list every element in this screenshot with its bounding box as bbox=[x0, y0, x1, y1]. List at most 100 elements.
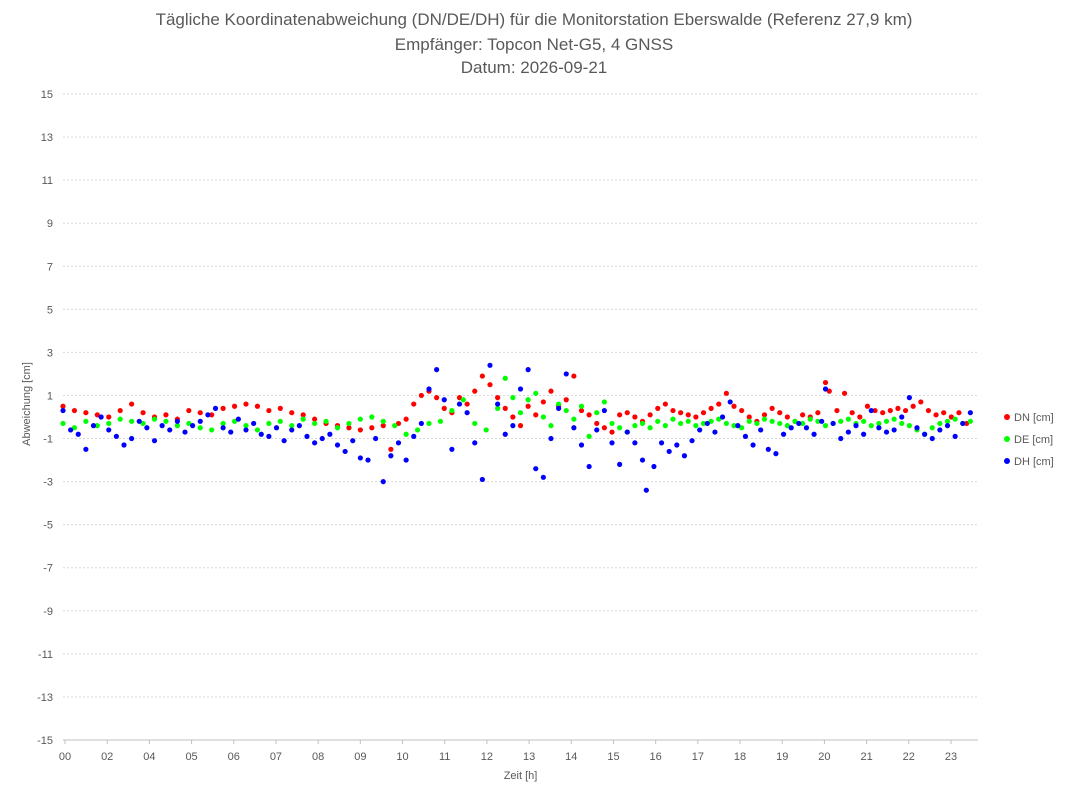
data-point-dh bbox=[456, 401, 463, 407]
data-point-dn bbox=[948, 414, 954, 420]
data-point-dn bbox=[411, 401, 417, 407]
data-point-dh bbox=[212, 405, 219, 411]
y-tick-label: 7 bbox=[47, 261, 53, 273]
data-point-dn bbox=[822, 379, 829, 386]
data-point-de bbox=[209, 427, 215, 433]
data-point-dh bbox=[929, 435, 935, 442]
data-point-dh bbox=[548, 435, 554, 442]
data-point-de bbox=[952, 416, 958, 422]
x-tick-label: 19 bbox=[776, 751, 788, 763]
data-point-de bbox=[777, 420, 783, 427]
data-point-dn bbox=[716, 401, 722, 407]
data-point-de bbox=[548, 423, 554, 429]
data-point-dn bbox=[761, 412, 768, 418]
data-point-dh bbox=[243, 427, 249, 433]
data-point-dh bbox=[914, 425, 920, 431]
x-tick-label: 21 bbox=[860, 751, 872, 763]
data-point-dn bbox=[129, 401, 135, 407]
data-point-dn bbox=[746, 414, 752, 420]
data-point-dh bbox=[289, 427, 295, 433]
data-point-dn bbox=[548, 388, 554, 394]
data-point-dn bbox=[800, 412, 806, 418]
data-point-dn bbox=[533, 412, 539, 418]
data-point-de bbox=[899, 420, 905, 427]
x-tick-label: 15 bbox=[607, 751, 619, 763]
data-point-de bbox=[437, 418, 444, 424]
data-point-dh bbox=[182, 429, 188, 435]
data-point-de bbox=[556, 401, 562, 407]
data-point-dn bbox=[880, 410, 886, 416]
x-tick-label: 23 bbox=[945, 751, 957, 763]
data-point-dn bbox=[117, 407, 123, 414]
data-point-de bbox=[312, 420, 318, 427]
data-point-dh bbox=[129, 435, 135, 442]
legend-label: DE [cm] bbox=[1014, 434, 1053, 446]
y-tick-label: -5 bbox=[43, 520, 53, 532]
data-point-dn bbox=[388, 446, 394, 452]
data-point-dh bbox=[281, 438, 287, 444]
y-tick-label: 3 bbox=[47, 347, 53, 359]
y-tick-label: -9 bbox=[43, 606, 53, 618]
data-point-dn bbox=[472, 388, 478, 394]
data-point-de bbox=[944, 418, 951, 424]
y-tick-label: -3 bbox=[43, 477, 53, 489]
data-point-dh bbox=[742, 433, 749, 439]
data-point-de bbox=[769, 418, 775, 424]
data-point-de bbox=[186, 420, 192, 427]
data-point-dh bbox=[68, 427, 74, 433]
data-point-dh bbox=[822, 386, 829, 392]
x-tick-label: 06 bbox=[228, 751, 240, 763]
data-point-dh bbox=[845, 429, 851, 435]
data-point-dn bbox=[83, 410, 89, 416]
data-point-dn bbox=[918, 399, 924, 405]
data-point-dh bbox=[643, 487, 649, 493]
data-point-dn bbox=[655, 405, 661, 411]
x-tick-label: 02 bbox=[101, 751, 113, 763]
data-point-dn bbox=[502, 405, 508, 411]
data-point-de bbox=[60, 420, 66, 427]
data-point-dh bbox=[861, 431, 867, 437]
data-point-dn bbox=[220, 405, 226, 411]
data-point-dn bbox=[708, 405, 714, 411]
data-point-de bbox=[678, 420, 684, 427]
data-point-de bbox=[540, 414, 546, 420]
data-point-dh bbox=[632, 440, 638, 446]
data-point-de bbox=[700, 420, 707, 427]
data-point-dn bbox=[487, 382, 493, 388]
data-point-dh bbox=[449, 446, 455, 452]
data-point-dh bbox=[403, 457, 409, 463]
data-point-de bbox=[323, 418, 329, 424]
data-point-dh bbox=[765, 446, 771, 452]
data-point-dh bbox=[586, 463, 592, 470]
data-point-de bbox=[449, 407, 455, 414]
x-tick-label: 13 bbox=[523, 751, 535, 763]
data-point-de bbox=[937, 420, 943, 427]
data-point-de bbox=[174, 423, 180, 429]
data-point-dn bbox=[517, 423, 524, 429]
x-tick-label: 20 bbox=[818, 751, 830, 763]
data-point-dh bbox=[510, 423, 516, 429]
data-point-dh bbox=[235, 416, 241, 422]
legend-label: DN [cm] bbox=[1014, 412, 1054, 424]
data-point-dh bbox=[899, 414, 905, 420]
data-point-dn bbox=[624, 410, 630, 416]
data-point-de bbox=[731, 423, 737, 429]
data-point-dn bbox=[540, 399, 546, 405]
data-point-dh bbox=[167, 427, 173, 433]
data-point-dn bbox=[872, 407, 878, 414]
data-point-dn bbox=[106, 414, 112, 420]
data-point-dn bbox=[456, 395, 463, 401]
chart-title: Tägliche Koordinatenabweichung (DN/DE/DH… bbox=[155, 10, 913, 29]
data-point-de bbox=[693, 423, 699, 429]
data-point-dh bbox=[266, 433, 272, 439]
x-tick-label: 05 bbox=[185, 751, 197, 763]
data-point-de bbox=[906, 423, 912, 429]
data-point-dn bbox=[963, 420, 970, 427]
data-point-dn bbox=[857, 414, 863, 420]
data-point-de bbox=[685, 418, 691, 424]
data-point-dh bbox=[609, 440, 615, 446]
data-point-dh bbox=[319, 435, 325, 442]
x-tick-label: 04 bbox=[143, 751, 155, 763]
data-point-de bbox=[495, 405, 501, 411]
data-point-dh bbox=[502, 431, 508, 437]
